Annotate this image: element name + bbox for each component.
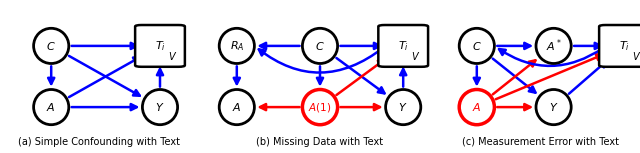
Text: $Y$: $Y$ — [549, 101, 558, 113]
Text: $A$: $A$ — [232, 101, 241, 113]
Ellipse shape — [143, 90, 177, 125]
Text: $A$: $A$ — [472, 101, 481, 113]
Ellipse shape — [34, 90, 68, 125]
FancyBboxPatch shape — [599, 25, 640, 67]
Text: $T_i$: $T_i$ — [154, 39, 166, 53]
Text: $R_A$: $R_A$ — [230, 39, 244, 53]
Text: (a) Simple Confounding with Text: (a) Simple Confounding with Text — [18, 137, 180, 147]
Text: $A$: $A$ — [47, 101, 56, 113]
Ellipse shape — [460, 90, 494, 125]
Ellipse shape — [536, 90, 571, 125]
Ellipse shape — [460, 28, 494, 63]
FancyBboxPatch shape — [135, 25, 185, 67]
Ellipse shape — [220, 28, 254, 63]
FancyBboxPatch shape — [378, 25, 428, 67]
Text: $T_i$: $T_i$ — [397, 39, 409, 53]
Text: (c) Measurement Error with Text: (c) Measurement Error with Text — [462, 137, 620, 147]
Text: V: V — [632, 52, 639, 62]
Text: $C$: $C$ — [315, 40, 325, 52]
Text: $C$: $C$ — [46, 40, 56, 52]
Text: $A^*$: $A^*$ — [545, 38, 562, 54]
Text: $C$: $C$ — [472, 40, 482, 52]
Ellipse shape — [303, 90, 337, 125]
Text: (b) Missing Data with Text: (b) Missing Data with Text — [257, 137, 383, 147]
Ellipse shape — [536, 28, 571, 63]
Ellipse shape — [386, 90, 420, 125]
Ellipse shape — [220, 90, 254, 125]
Text: V: V — [168, 52, 175, 62]
Text: $T_i$: $T_i$ — [618, 39, 630, 53]
Text: $A(1)$: $A(1)$ — [308, 101, 332, 114]
Text: V: V — [412, 52, 418, 62]
Ellipse shape — [303, 28, 337, 63]
Ellipse shape — [34, 28, 68, 63]
Text: $Y$: $Y$ — [399, 101, 408, 113]
Text: $Y$: $Y$ — [156, 101, 164, 113]
